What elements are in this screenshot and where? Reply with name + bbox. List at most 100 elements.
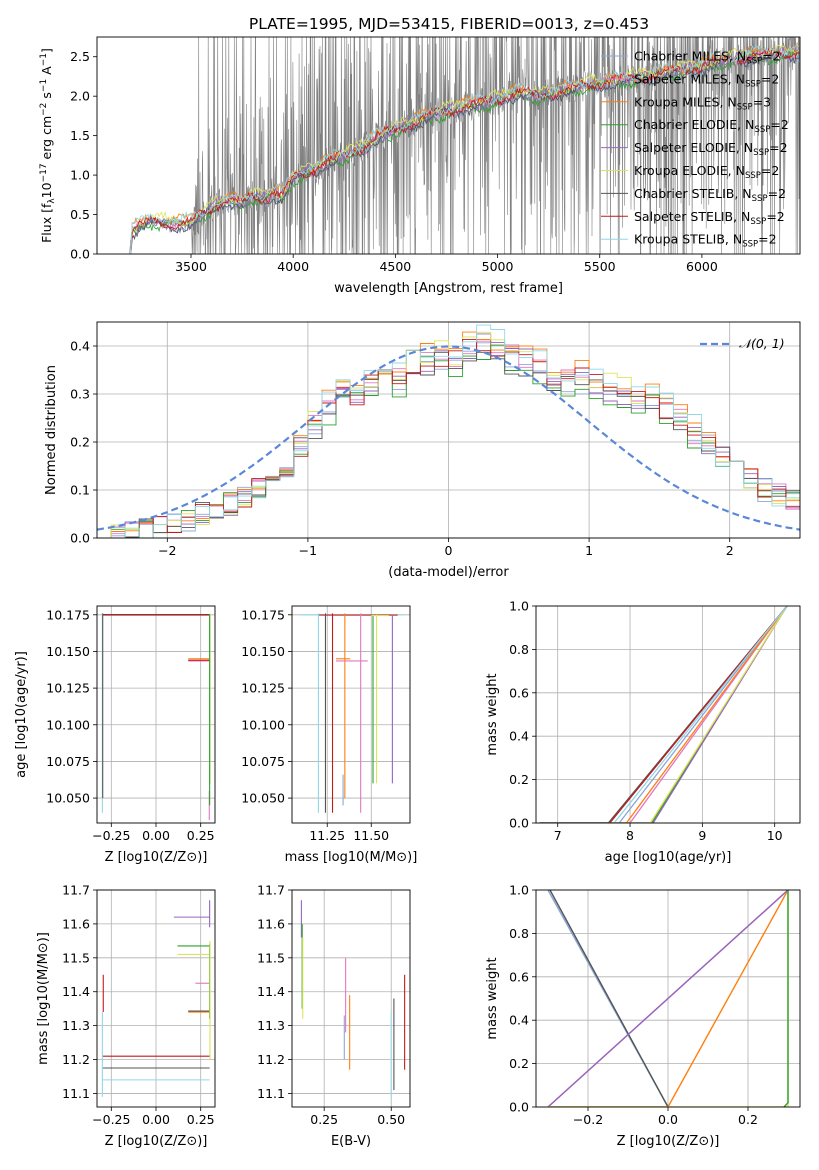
y-axis-label-mass-vs-Z: mass [log10(M/M⊙)] <box>36 932 51 1065</box>
y-tick-label: 10.125 <box>46 681 90 696</box>
y-tick-label: 11.6 <box>257 916 285 931</box>
subscript: SSP <box>754 125 770 135</box>
x-tick-label: 3500 <box>175 259 207 274</box>
cum-Z-plot-area <box>547 890 789 1107</box>
text: erg cm <box>39 116 54 164</box>
y-tick-label: 0.0 <box>509 1100 529 1115</box>
text: =2 <box>766 209 784 224</box>
x-tick-label: 8 <box>626 828 634 843</box>
y-tick-label: 0.6 <box>509 685 529 700</box>
x-tick-label: 0.00 <box>142 828 170 843</box>
legend-label: Chabrier ELODIE, NSSP=2 <box>634 117 789 135</box>
text: =2 <box>761 163 779 178</box>
y-tick-label: 11.5 <box>257 950 285 965</box>
superscript: −1 <box>39 53 49 66</box>
y-tick-label: 1.5 <box>70 128 90 143</box>
axes-frame-age-vs-Z <box>96 605 216 824</box>
x-axis-label-cum-age: age [log10(age/yr)] <box>605 850 732 865</box>
legend-label: Kroupa ELODIE, NSSP=2 <box>634 163 779 181</box>
subscript: SSP <box>745 171 761 181</box>
y-tick-label: 0.3 <box>70 387 90 402</box>
y-tick-label: 11.3 <box>257 1018 285 1033</box>
text: ] <box>39 48 54 53</box>
superscript: −1 <box>39 79 49 92</box>
cumulative-line <box>539 606 788 823</box>
y-tick-label: 1.0 <box>509 599 529 614</box>
x-tick-label: 5500 <box>584 259 616 274</box>
text: 10 <box>39 182 54 198</box>
y-tick-label: 0.4 <box>70 339 90 354</box>
y-tick-label: 10.150 <box>241 644 285 659</box>
subscript: SSP <box>752 194 768 204</box>
y-tick-label: 11.2 <box>62 1052 90 1067</box>
y-tick-label: 11.1 <box>62 1086 90 1101</box>
y-tick-label: 2.5 <box>70 49 90 64</box>
text: =3 <box>753 94 771 109</box>
y-tick-label: 10.150 <box>46 644 90 659</box>
y-tick-label: 11.2 <box>257 1052 285 1067</box>
axes-cum-age: 7 8 9 10 0.0 0.2 0.4 0.6 0.8 1.0 <box>509 599 800 843</box>
y-axis-label-cum-age: mass weight <box>485 673 500 755</box>
x-tick-label: −2 <box>158 543 176 558</box>
x-tick-label: 0 <box>445 543 453 558</box>
y-tick-label: 0.0 <box>509 816 529 831</box>
legend-label: Salpeter MILES, NSSP=2 <box>634 71 779 89</box>
y-tick-label: 10.050 <box>241 791 285 806</box>
x-tick-label: −0.25 <box>92 828 130 843</box>
x-tick-label: 0.25 <box>187 828 215 843</box>
cumulative-line <box>549 890 669 1107</box>
normal-distribution-curve <box>97 345 800 531</box>
x-tick-label: 4000 <box>277 259 309 274</box>
cumulative-line <box>539 606 788 823</box>
age-vs-mass-plot-area <box>300 613 403 813</box>
x-tick-label: 0.0 <box>658 1112 678 1127</box>
y-tick-label: 1.0 <box>70 168 90 183</box>
axes-mass-vs-ebv: 0.25 0.50 11.1 11.2 11.3 11.4 11.5 11.6 11.7 <box>257 883 410 1127</box>
x-tick-label: 11.50 <box>353 828 389 843</box>
text: =2 <box>762 49 780 64</box>
cum-age-plot-area <box>539 606 788 823</box>
x-tick-label: 5000 <box>482 259 514 274</box>
cumulative-line <box>539 606 788 823</box>
x-tick-label: −0.2 <box>573 1112 603 1127</box>
y-tick-label: 11.3 <box>62 1018 90 1033</box>
subscript: SSP <box>742 240 758 250</box>
y-tick-label: 11.5 <box>62 950 90 965</box>
x-tick-label: 0.00 <box>142 1112 170 1127</box>
cumulative-line <box>783 890 789 1107</box>
y-tick-label: 0.2 <box>509 772 529 787</box>
x-tick-label: −1 <box>299 543 317 558</box>
axes-frame-cum-Z <box>535 889 801 1108</box>
x-axis-label-mass-vs-Z: Z [log10(Z/Z⊙)] <box>105 1134 208 1149</box>
x-tick-label: 0.25 <box>187 1112 215 1127</box>
y-tick-label: 0.5 <box>70 207 90 222</box>
y-axis-label-cum-Z: mass weight <box>485 957 500 1039</box>
y-tick-label: 0.0 <box>70 247 90 262</box>
cumulative-line <box>539 606 788 823</box>
x-axis-label-age-vs-mass: mass [log10(M/M⊙)] <box>285 850 418 865</box>
cumulative-line <box>539 606 788 823</box>
text: =2 <box>769 140 787 155</box>
y-tick-label: 0.4 <box>509 1013 529 1028</box>
y-axis-label-residuals: Normed distribution <box>44 365 59 495</box>
y-axis-label-age-vs-Z: age [log10(age/yr)] <box>14 651 29 778</box>
y-tick-label: 10.075 <box>46 754 90 769</box>
age-vs-Z-plot-area <box>101 613 211 821</box>
cumulative-line <box>547 890 789 1107</box>
histogram-kroupa-stelib <box>97 324 800 538</box>
figure-title: PLATE=1995, MJD=53415, FIBERID=0013, z=0… <box>249 15 649 33</box>
model-line-chabrier-stelib <box>129 51 800 254</box>
model-line-kroupa-stelib <box>129 43 800 254</box>
x-tick-label: 7 <box>554 828 562 843</box>
y-tick-label: 10.175 <box>241 607 285 622</box>
model-line-kroupa-elodie <box>129 44 800 254</box>
axes-age-vs-mass: 11.25 11.50 10.050 10.075 10.100 10.125 10.150… <box>241 606 410 843</box>
legend-label: Salpeter STELIB, NSSP=2 <box>634 209 785 227</box>
y-tick-label: 11.7 <box>62 883 90 898</box>
legend-label: Chabrier STELIB, NSSP=2 <box>634 186 786 204</box>
y-tick-label: 10.050 <box>46 791 90 806</box>
cumulative-line <box>539 606 788 823</box>
y-tick-label: 11.1 <box>257 1086 285 1101</box>
x-tick-label: 1 <box>585 543 593 558</box>
